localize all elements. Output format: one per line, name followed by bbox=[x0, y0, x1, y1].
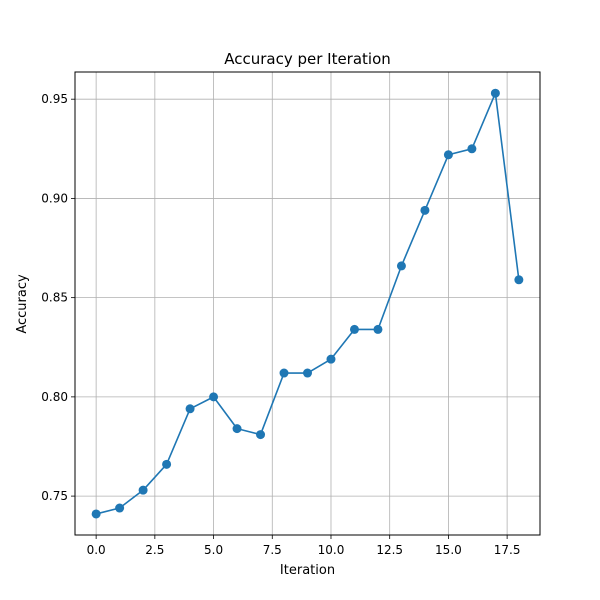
data-point bbox=[115, 503, 125, 513]
data-point bbox=[467, 144, 477, 154]
data-point bbox=[279, 368, 289, 378]
x-axis-label: Iteration bbox=[280, 563, 335, 578]
data-point bbox=[209, 392, 219, 402]
data-point bbox=[303, 368, 312, 378]
x-tick-label: 10.0 bbox=[318, 543, 345, 557]
data-point bbox=[326, 354, 336, 364]
data-point bbox=[373, 324, 383, 334]
data-point bbox=[443, 150, 453, 160]
data-point bbox=[91, 509, 101, 519]
y-tick-label: 0.75 bbox=[41, 489, 68, 503]
y-tick-label: 0.80 bbox=[41, 390, 68, 404]
data-point bbox=[420, 205, 430, 215]
data-point bbox=[138, 485, 148, 495]
data-point bbox=[185, 404, 195, 414]
grid-lines bbox=[75, 72, 540, 535]
y-tick-label: 0.90 bbox=[41, 191, 68, 205]
x-tick-label: 15.0 bbox=[435, 543, 462, 557]
x-tick-label: 7.5 bbox=[263, 543, 282, 557]
data-point bbox=[162, 459, 172, 469]
y-tick-label: 0.95 bbox=[41, 92, 68, 106]
series-layer bbox=[91, 88, 524, 519]
y-axis-ticks: 0.75 0.80 0.85 0.90 0.95 bbox=[41, 92, 75, 503]
y-tick-label: 0.85 bbox=[41, 291, 68, 305]
data-point bbox=[490, 88, 500, 98]
x-tick-label: 17.5 bbox=[494, 543, 521, 557]
plot-area-frame bbox=[74, 71, 541, 536]
data-point bbox=[232, 424, 242, 434]
x-tick-label: 12.5 bbox=[376, 543, 403, 557]
data-point bbox=[396, 261, 406, 271]
x-tick-label: 0.0 bbox=[87, 543, 106, 557]
x-tick-label: 5.0 bbox=[204, 543, 223, 557]
x-axis-ticks: 0.0 2.5 5.0 7.5 10.0 12.5 15.0 17.5 bbox=[87, 535, 521, 557]
data-point bbox=[514, 275, 524, 285]
chart-title: Accuracy per Iteration bbox=[224, 50, 391, 68]
x-tick-label: 2.5 bbox=[145, 543, 164, 557]
data-point bbox=[256, 430, 266, 440]
data-point bbox=[349, 324, 359, 334]
y-axis-label: Accuracy bbox=[15, 274, 30, 334]
